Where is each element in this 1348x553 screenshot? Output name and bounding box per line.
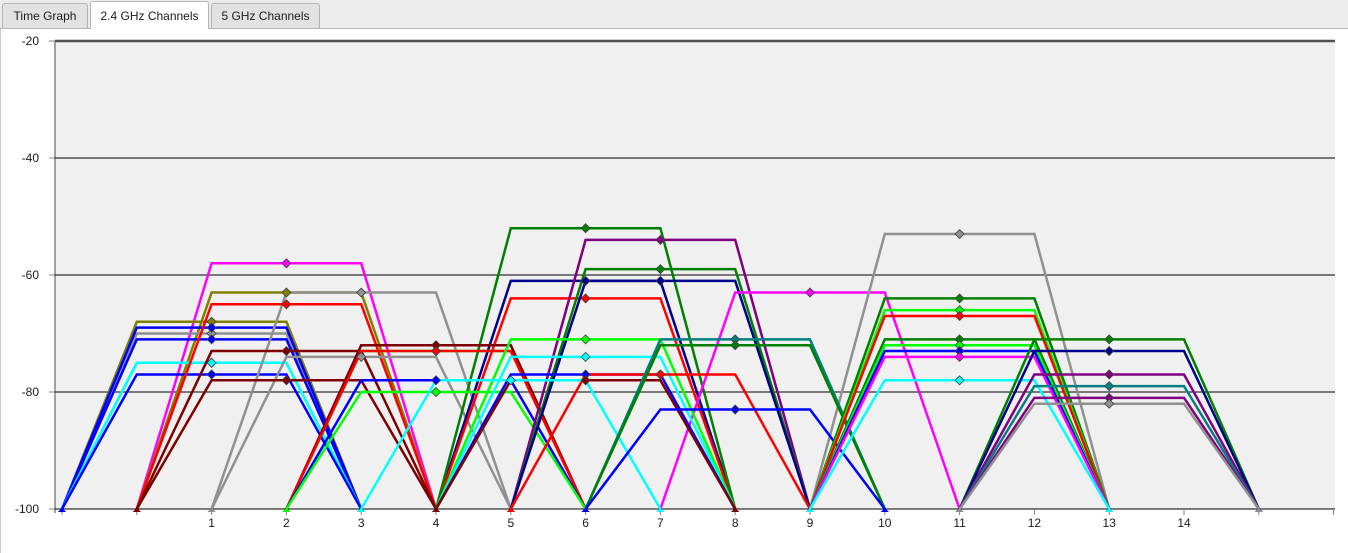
x-tick-label: 9 — [807, 516, 814, 530]
series-marker — [1104, 334, 1115, 345]
series-marker — [580, 223, 591, 234]
series-base-marker — [656, 508, 665, 512]
x-tick-label: 5 — [507, 516, 514, 530]
y-tick-label: -20 — [22, 34, 40, 48]
tab-time-graph[interactable]: Time Graph — [2, 3, 88, 28]
x-tick-label: 14 — [1177, 516, 1191, 530]
x-tick-label: 1 — [208, 516, 215, 530]
series-base-marker — [880, 508, 889, 512]
x-tick-label: 11 — [953, 516, 966, 530]
series-marker — [954, 293, 965, 304]
tab-2-4-ghz-channels[interactable]: 2.4 GHz Channels — [90, 1, 209, 29]
x-tick-label: 8 — [732, 516, 739, 530]
series-base-marker — [506, 508, 515, 512]
series-marker — [281, 345, 292, 357]
series-marker — [206, 322, 217, 333]
series-marker — [206, 357, 217, 368]
series-marker — [580, 293, 591, 304]
series-base-marker — [282, 508, 291, 512]
series-base-marker — [58, 508, 66, 512]
series-marker — [655, 234, 666, 245]
series-base-marker — [1105, 508, 1114, 512]
series-base-marker — [432, 508, 440, 512]
series-marker — [281, 375, 292, 386]
x-tick-label: 6 — [582, 516, 589, 530]
series-marker — [1104, 345, 1115, 357]
series-marker — [655, 275, 666, 286]
series-marker — [1104, 369, 1115, 380]
series-marker — [206, 334, 217, 345]
y-tick-label: -40 — [22, 151, 40, 165]
series-base-marker — [207, 508, 216, 512]
y-tick-label: -100 — [15, 502, 39, 516]
series-marker — [281, 287, 292, 298]
x-tick-label: 7 — [657, 516, 664, 530]
series-marker — [356, 287, 367, 298]
series-base-marker — [132, 508, 141, 512]
y-tick-label: -60 — [22, 268, 40, 282]
series-marker — [430, 386, 442, 398]
series-marker — [281, 258, 292, 269]
series-marker — [954, 310, 965, 322]
series-marker — [356, 351, 367, 362]
series-marker — [954, 351, 965, 362]
series-base-marker — [731, 508, 740, 512]
tab-5-ghz-channels[interactable]: 5 GHz Channels — [211, 3, 320, 28]
channel-graph-panel: -20 -40 -60 -80 -100 1 2 3 4 5 6 7 8 9 10 11 12 13 14 — [0, 29, 1348, 553]
y-tick-label: -80 — [22, 385, 40, 399]
series-marker — [281, 299, 292, 310]
series-marker — [430, 345, 442, 357]
series-base-marker — [955, 508, 964, 512]
x-tick-label: 10 — [878, 516, 892, 530]
series-marker — [430, 375, 442, 386]
series-marker — [206, 369, 217, 380]
series-marker — [505, 375, 516, 386]
series-base-marker — [1254, 508, 1263, 512]
series-base-marker — [581, 508, 590, 512]
x-tick-label: 3 — [358, 516, 365, 530]
x-tick-label: 4 — [433, 516, 440, 530]
x-tick-label: 2 — [283, 516, 290, 530]
series-marker — [655, 264, 666, 275]
series-marker — [580, 351, 591, 362]
series-base-marker — [357, 508, 366, 512]
series-marker — [954, 228, 965, 240]
series-marker — [580, 334, 591, 345]
series-marker — [580, 375, 591, 386]
x-tick-label: 13 — [1103, 516, 1117, 530]
series-marker — [1104, 398, 1115, 409]
tab-bar: Time Graph 2.4 GHz Channels 5 GHz Channe… — [0, 0, 1348, 29]
series-marker — [804, 287, 816, 298]
x-tick-label: 12 — [1028, 516, 1042, 530]
series-marker — [954, 375, 965, 386]
series-marker — [655, 369, 666, 380]
series-marker — [580, 275, 591, 286]
series-marker — [730, 404, 741, 415]
series-marker — [1104, 381, 1115, 392]
series-marker — [730, 340, 741, 351]
series-base-marker — [806, 508, 814, 512]
